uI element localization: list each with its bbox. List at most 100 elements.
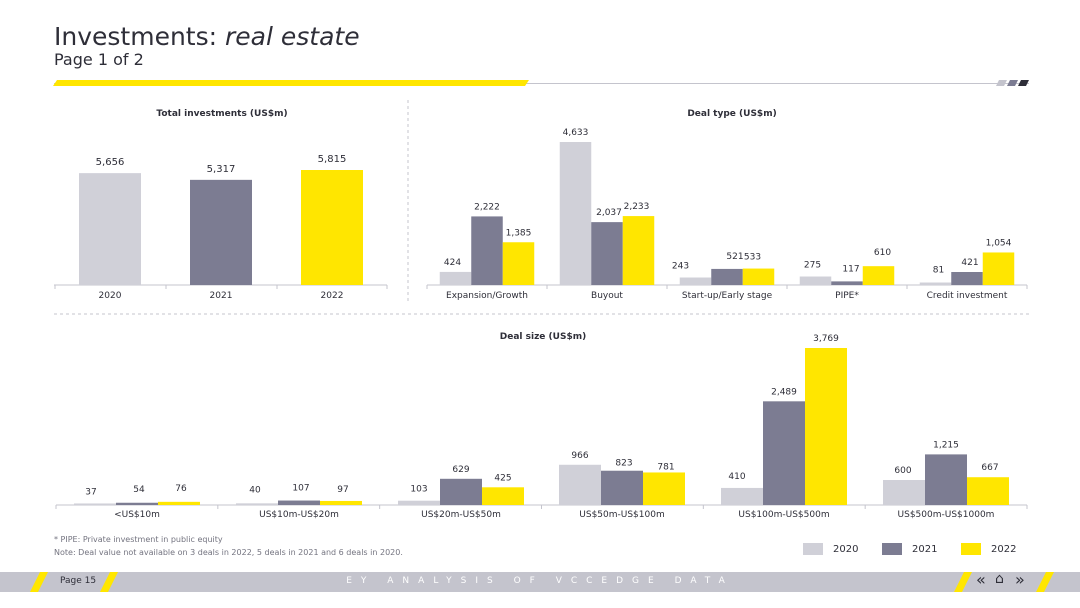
bar-dealsize-us-10m-us-20m-2020: [236, 503, 278, 505]
footer-decor: [30, 572, 1054, 592]
label-dealsize-us-500m-us-1000m-2022: 667: [981, 463, 998, 473]
footer-slash-right-2: [1036, 572, 1054, 592]
label-dealtype-pipe-2021: 117: [842, 264, 859, 274]
home-icon[interactable]: ⌂: [995, 571, 1004, 587]
label-dealtype-start-up-early-stage-2021: 521: [726, 252, 743, 262]
footer-slash-left-1: [30, 572, 48, 592]
bar-dealtype-start-up-early-stage-2020: [679, 277, 712, 285]
footer-source: EY ANALYSIS OF VCCEDGE DATA: [346, 576, 734, 586]
label-dealsize-us-20m-us-50m-2020: 103: [410, 485, 427, 495]
bar-dealtype-buyout-2020: [559, 142, 592, 285]
chart-title-deal-size: Deal size (US$m): [500, 332, 586, 342]
tick-dealsize-us-10m: <US$10m: [114, 510, 160, 520]
tick-dealtype-pipe: PIPE*: [835, 291, 859, 301]
chart-title-deal-type: Deal type (US$m): [687, 109, 776, 119]
legend-label-2021: 2021: [912, 543, 938, 555]
header-slash-1: [996, 80, 1007, 86]
bar-dealtype-buyout-2021: [591, 222, 623, 285]
bar-dealtype-credit-investment-2021: [951, 272, 983, 285]
bar-dealsize-us-100m-us-500m-2022: [805, 348, 847, 505]
tick-dealtype-expansion-growth: Expansion/Growth: [446, 291, 528, 301]
bar-dealtype-credit-investment-2020: [919, 282, 952, 285]
label-dealsize-us-100m-us-500m-2021: 2,489: [771, 387, 797, 397]
label-dealsize-us-100m-us-500m-2022: 3,769: [813, 334, 839, 344]
label-dealtype-credit-investment-2020: 81: [933, 265, 944, 275]
prev-page-icon[interactable]: «: [976, 570, 986, 589]
deal-value-note: Note: Deal value not available on 3 deal…: [54, 548, 403, 557]
bar-dealsize-us-500m-us-1000m-2020: [883, 480, 925, 505]
tick-dealsize-us-20m-us-50m: US$20m-US$50m: [421, 510, 501, 520]
footer-slash-right-1: [954, 572, 972, 592]
legend-swatch-2020: [803, 543, 823, 555]
page-subtitle: Page 1 of 2: [54, 50, 144, 69]
label-dealtype-pipe-2020: 275: [804, 261, 821, 271]
label-total-2022: 5,815: [318, 154, 347, 165]
legend-2022: 2022: [961, 542, 1016, 556]
tick-dealtype-credit-investment: Credit investment: [927, 291, 1008, 301]
deal-type-chart: 4242,2221,385Expansion/Growth4,6332,0372…: [426, 128, 1028, 301]
bar-dealsize-us-50m-us-100m-2021: [601, 470, 643, 505]
legend-swatch-2021: [882, 543, 902, 555]
bar-dealtype-credit-investment-2022: [982, 252, 1015, 285]
label-dealsize-us-10m-2020: 37: [85, 487, 96, 497]
page-title: Investments: real estate: [54, 22, 360, 51]
label-total-2020: 5,656: [96, 157, 125, 168]
label-dealtype-pipe-2022: 610: [874, 248, 891, 258]
deal-size-chart: 37 54 76 <US$10m 40 107 97 US$10m-US$20m 103 629 4…: [55, 334, 1028, 520]
label-dealsize-us-50m-us-100m-2021: 823: [615, 459, 632, 469]
bar-dealtype-expansion-growth-2020: [439, 271, 472, 285]
bar-dealtype-start-up-early-stage-2021: [711, 268, 743, 285]
bar-total-2021: [190, 179, 252, 285]
label-dealtype-start-up-early-stage-2020: 243: [672, 261, 689, 271]
label-dealtype-expansion-growth-2020: 424: [444, 258, 461, 268]
next-page-icon[interactable]: »: [1015, 570, 1025, 589]
tick-dealsize-us-500m-us-1000m: US$500m-US$1000m: [898, 510, 995, 520]
bar-dealsize-us-10m-2021: [116, 502, 158, 505]
bar-dealsize-us-100m-us-500m-2021: [763, 401, 805, 505]
label-dealtype-expansion-growth-2022: 1,385: [506, 228, 532, 238]
total-investments-chart: 5,656 2020 5,317 2021 5,815 2022: [54, 154, 388, 301]
bar-dealtype-pipe-2021: [831, 281, 863, 285]
pipe-footnote: * PIPE: Private investment in public equ…: [54, 535, 223, 544]
bar-dealtype-pipe-2022: [862, 266, 895, 285]
bar-dealsize-us-20m-us-50m-2020: [398, 500, 440, 505]
header-accent-bar: [53, 80, 529, 86]
bar-dealsize-us-10m-2022: [158, 501, 200, 505]
bar-total-2020: [79, 173, 141, 285]
footer-slash-left-2: [100, 572, 118, 592]
tick-total-2021: 2021: [210, 291, 233, 301]
tick-dealsize-us-100m-us-500m: US$100m-US$500m: [738, 510, 829, 520]
label-dealsize-us-10m-us-20m-2021: 107: [292, 484, 309, 494]
tick-dealsize-us-50m-us-100m: US$50m-US$100m: [579, 510, 664, 520]
tick-dealtype-buyout: Buyout: [591, 291, 623, 301]
header-rule: [54, 83, 1029, 84]
label-dealtype-start-up-early-stage-2022: 533: [744, 253, 761, 263]
tick-total-2020: 2020: [99, 291, 122, 301]
legend-swatch-2022: [961, 543, 981, 555]
bar-dealsize-us-100m-us-500m-2020: [721, 487, 763, 505]
label-dealsize-us-10m-us-20m-2020: 40: [249, 485, 261, 495]
bar-dealsize-us-10m-us-20m-2021: [278, 500, 320, 505]
bar-dealtype-buyout-2022: [622, 216, 655, 285]
label-dealsize-us-10m-2022: 76: [175, 484, 187, 494]
bar-dealtype-expansion-growth-2022: [502, 242, 535, 285]
bar-dealsize-us-50m-us-100m-2020: [559, 464, 601, 505]
legend-2020: 2020: [803, 542, 858, 556]
label-dealtype-buyout-2022: 2,233: [624, 202, 650, 212]
tick-total-2022: 2022: [321, 291, 344, 301]
label-dealsize-us-10m-2021: 54: [133, 485, 145, 495]
label-dealtype-buyout-2021: 2,037: [596, 208, 622, 218]
bar-dealsize-us-20m-us-50m-2022: [482, 487, 524, 505]
legend-2021: 2021: [882, 542, 937, 556]
label-dealsize-us-500m-us-1000m-2020: 600: [894, 466, 911, 476]
bar-total-2022: [301, 170, 363, 285]
label-dealsize-us-50m-us-100m-2022: 781: [657, 462, 674, 472]
label-dealsize-us-50m-us-100m-2020: 966: [571, 451, 588, 461]
label-dealsize-us-20m-us-50m-2021: 629: [452, 465, 469, 475]
tick-dealsize-us-10m-us-20m: US$10m-US$20m: [259, 510, 339, 520]
footer-bar: Page 15 EY ANALYSIS OF VCCEDGE DATA: [0, 572, 1080, 592]
header-slash-2: [1007, 80, 1018, 86]
label-dealsize-us-20m-us-50m-2022: 425: [494, 473, 511, 483]
legend-label-2020: 2020: [833, 543, 859, 555]
